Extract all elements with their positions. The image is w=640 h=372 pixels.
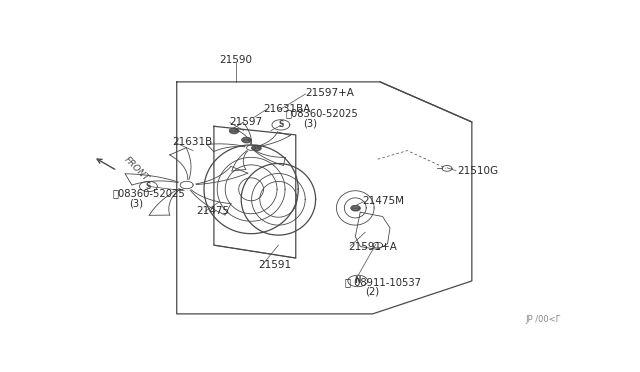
Text: 21591: 21591 bbox=[259, 260, 292, 270]
Text: JP /00<Γ: JP /00<Γ bbox=[526, 315, 561, 324]
Text: 21591+A: 21591+A bbox=[348, 241, 397, 251]
Text: 21475: 21475 bbox=[196, 206, 230, 216]
Text: (3): (3) bbox=[303, 118, 317, 128]
Text: 21597+A: 21597+A bbox=[306, 88, 355, 98]
Text: (3): (3) bbox=[129, 199, 143, 209]
Text: Ⓢ08360-52025: Ⓢ08360-52025 bbox=[112, 189, 185, 199]
Text: S: S bbox=[146, 182, 151, 191]
Text: Ⓢ08360-52025: Ⓢ08360-52025 bbox=[286, 108, 358, 118]
Text: 21631B: 21631B bbox=[172, 137, 212, 147]
Text: 21590: 21590 bbox=[220, 55, 253, 65]
Text: N: N bbox=[355, 276, 361, 285]
Text: (2): (2) bbox=[365, 286, 380, 296]
Text: 21510G: 21510G bbox=[457, 166, 498, 176]
Text: Ⓝ 08911-10537: Ⓝ 08911-10537 bbox=[346, 278, 421, 288]
Text: 21475M: 21475M bbox=[363, 196, 404, 206]
Text: S: S bbox=[278, 121, 284, 129]
Text: 21597: 21597 bbox=[229, 117, 262, 127]
Text: FRONT: FRONT bbox=[122, 155, 150, 183]
Text: 21631BA: 21631BA bbox=[264, 104, 311, 114]
